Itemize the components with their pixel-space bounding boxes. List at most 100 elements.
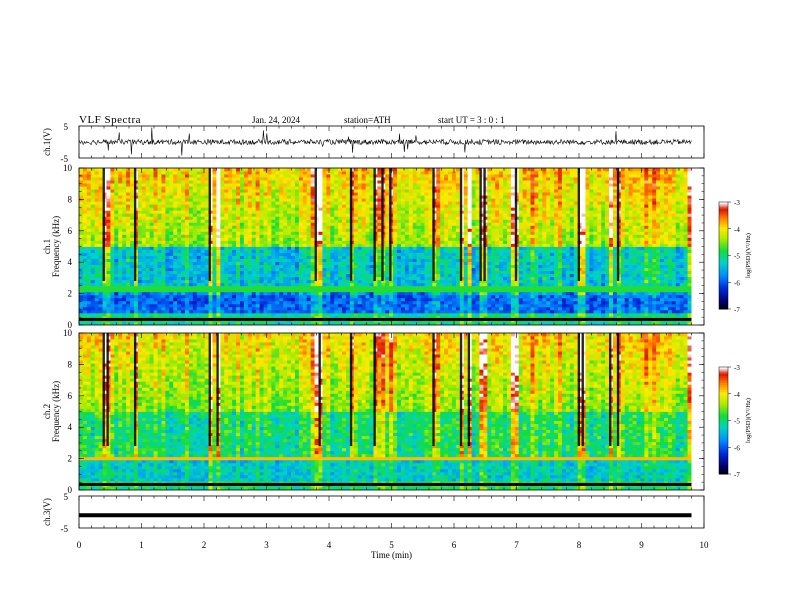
spectrogram-cell bbox=[196, 222, 202, 226]
spectrogram-cell bbox=[424, 201, 429, 205]
spectrogram-cell bbox=[412, 189, 418, 193]
spectrogram-cell bbox=[251, 186, 257, 190]
spectrogram-cell bbox=[310, 279, 315, 284]
spectrogram-cell bbox=[326, 285, 331, 290]
spectrogram-cell bbox=[416, 276, 421, 281]
spectrogram-cell bbox=[452, 192, 457, 196]
spectrogram-cell bbox=[259, 282, 264, 287]
spectrogram-cell bbox=[283, 270, 288, 275]
spectrogram-cell bbox=[267, 225, 272, 229]
spectrogram-cell bbox=[338, 279, 343, 284]
spectrogram-cell bbox=[271, 309, 276, 314]
spectrogram-cell bbox=[428, 279, 433, 284]
spectrogram-cell bbox=[334, 312, 339, 317]
spectrogram-cell bbox=[326, 228, 331, 232]
spectrogram-cell bbox=[259, 177, 264, 181]
spectrogram-cell bbox=[130, 207, 135, 211]
spectrogram-cell bbox=[216, 297, 221, 302]
spectrogram-cell bbox=[153, 261, 158, 266]
spectrogram-cell bbox=[302, 276, 308, 281]
spectrogram-cell bbox=[185, 258, 190, 262]
spectrogram-cell bbox=[345, 189, 351, 193]
spectrogram-cell bbox=[228, 264, 233, 269]
spectrogram-cell bbox=[306, 267, 312, 272]
spectrogram-cell bbox=[365, 210, 370, 214]
spectrogram-cell bbox=[173, 300, 178, 305]
spectrogram-cell bbox=[298, 222, 304, 226]
spectrogram-cell bbox=[126, 192, 131, 196]
spectrogram-cell bbox=[369, 255, 374, 259]
spectrogram-cell bbox=[169, 273, 174, 278]
spectrogram-cell bbox=[141, 306, 147, 311]
spectrogram-cell bbox=[400, 306, 406, 311]
spectrogram-cell bbox=[216, 264, 221, 269]
spectrogram-cell bbox=[239, 210, 245, 214]
spectrogram-cell bbox=[334, 207, 339, 211]
spectrogram-cell bbox=[287, 291, 292, 296]
spectrogram-cell bbox=[420, 249, 425, 253]
spectrogram-cell bbox=[165, 309, 170, 314]
spectrogram-cell bbox=[94, 294, 100, 299]
spectrogram-cell bbox=[165, 180, 170, 184]
spectrogram-cell bbox=[322, 186, 327, 190]
spectrogram-cell bbox=[106, 291, 111, 296]
spectrogram-cell bbox=[177, 282, 182, 287]
spectrogram-cell bbox=[161, 267, 166, 272]
spectrogram-cell bbox=[157, 207, 162, 211]
spectrogram-cell bbox=[185, 264, 190, 269]
spectrogram-cell bbox=[349, 285, 355, 290]
spectrogram-cell bbox=[334, 201, 339, 205]
spectrogram-cell bbox=[137, 243, 143, 247]
spectrogram-cell bbox=[397, 285, 402, 290]
spectrogram-cell bbox=[161, 285, 166, 290]
spectrogram-cell bbox=[428, 258, 433, 262]
spectrogram-cell bbox=[173, 231, 178, 235]
spectrogram-cell bbox=[247, 240, 253, 244]
spectrogram-cell bbox=[165, 198, 170, 202]
spectrogram-cell bbox=[94, 168, 100, 172]
spectrogram-cell bbox=[86, 258, 92, 262]
spectrogram-cell bbox=[208, 321, 213, 325]
spectrogram-cell bbox=[377, 222, 382, 226]
spectrogram-cell bbox=[185, 216, 190, 220]
spectrogram-cell bbox=[188, 261, 194, 266]
spectrogram-cell bbox=[177, 264, 182, 269]
spectrogram-cell bbox=[220, 237, 225, 241]
spectrogram-cell bbox=[326, 246, 331, 250]
spectrogram-cell bbox=[287, 177, 292, 181]
spectrogram-cell bbox=[353, 300, 359, 305]
spectrogram-cell bbox=[137, 231, 143, 235]
spectrogram-cell bbox=[239, 198, 245, 202]
spectrogram-cell bbox=[200, 285, 206, 290]
spectrogram-cell bbox=[145, 270, 151, 275]
spectrogram-cell bbox=[397, 267, 402, 272]
spectrogram-cell bbox=[228, 237, 233, 241]
spectrogram-cell bbox=[428, 186, 433, 190]
spectrogram-cell bbox=[110, 189, 115, 193]
spectrogram-cell bbox=[279, 180, 284, 184]
spectrogram-cell bbox=[185, 291, 190, 296]
spectrogram-cell bbox=[397, 171, 402, 175]
spectrogram-cell bbox=[322, 204, 327, 208]
spectrogram-cell bbox=[149, 246, 154, 250]
spectrogram-cell bbox=[444, 321, 449, 325]
spectrogram-cell bbox=[82, 192, 88, 196]
spectrogram-cell bbox=[381, 303, 386, 308]
spectrogram-cell bbox=[90, 186, 96, 190]
spectrogram-cell bbox=[137, 249, 143, 253]
spectrogram-cell bbox=[232, 297, 237, 302]
spectrogram-cell bbox=[200, 219, 206, 223]
spectrogram-cell bbox=[322, 246, 327, 250]
spectrogram-cell bbox=[444, 222, 449, 226]
spectrogram-cell bbox=[306, 252, 312, 256]
spectrogram-cell bbox=[98, 249, 103, 253]
spectrogram-cell bbox=[326, 168, 331, 172]
spectrogram-cell bbox=[318, 288, 323, 293]
spectrogram-cell bbox=[169, 183, 174, 187]
spectrogram-cell bbox=[271, 228, 276, 232]
spectrogram-cell bbox=[133, 321, 139, 325]
spectrogram-cell bbox=[98, 267, 103, 272]
spectrogram-cell bbox=[220, 183, 225, 187]
spectrogram-cell bbox=[452, 195, 457, 199]
